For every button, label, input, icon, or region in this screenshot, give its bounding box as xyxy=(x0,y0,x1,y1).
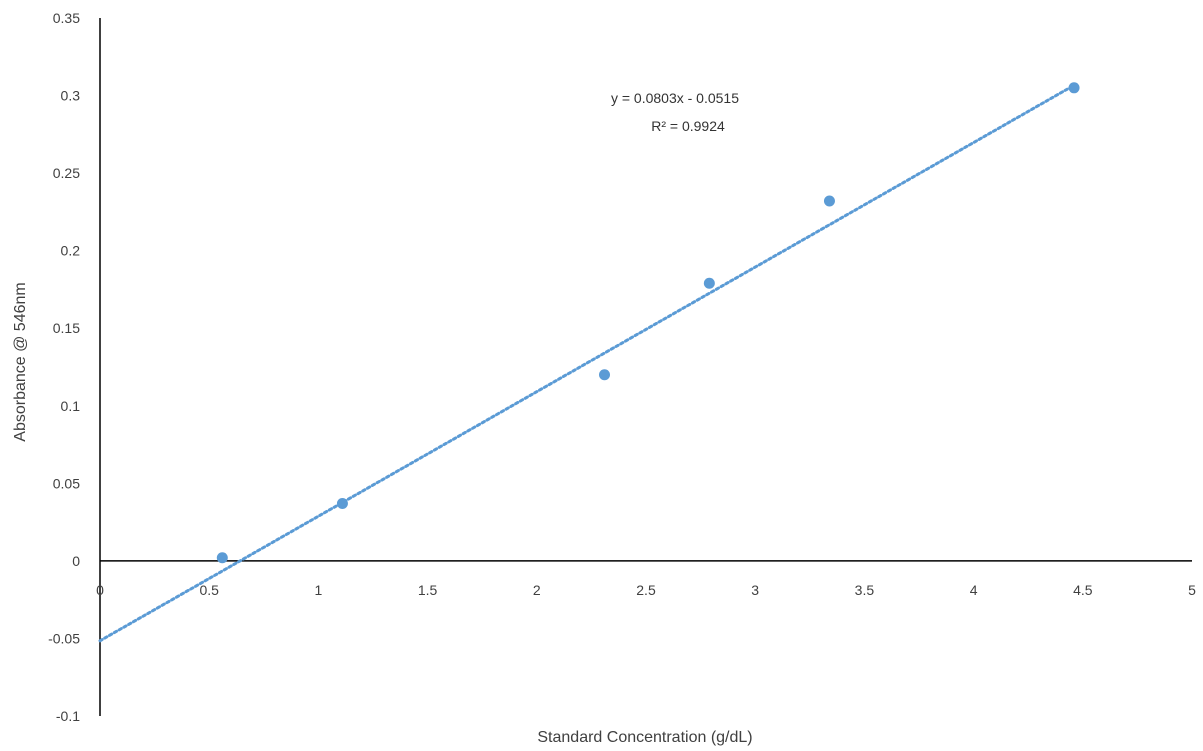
y-tick-label: 0.05 xyxy=(53,475,80,491)
x-tick-label: 2 xyxy=(533,582,541,598)
x-tick-label: 5 xyxy=(1188,582,1196,598)
data-point xyxy=(336,497,348,509)
data-point xyxy=(599,369,611,381)
y-axis: -0.1 -0.05 0 0.05 0.1 0.15 0.2 0.25 0.3 0.35 xyxy=(48,10,101,724)
x-tick-label: 0.5 xyxy=(199,582,219,598)
x-tick-label: 3.5 xyxy=(855,582,875,598)
y-tick-label: 0.15 xyxy=(53,320,80,336)
trendline-group xyxy=(98,83,1076,643)
y-tick-label: -0.05 xyxy=(48,630,80,646)
data-points xyxy=(216,82,1080,564)
x-axis: 0 0.5 1 1.5 2 2.5 3 3.5 4 4.5 5 xyxy=(96,560,1196,598)
data-point xyxy=(1068,82,1080,94)
y-tick-label: 0.3 xyxy=(61,88,81,104)
y-tick-label: 0.1 xyxy=(61,398,81,414)
y-tick-label: 0.25 xyxy=(53,165,80,181)
y-axis-title: Absorbance @ 546nm xyxy=(12,282,29,441)
x-tick-label: 0 xyxy=(96,582,104,598)
x-tick-label: 4 xyxy=(970,582,978,598)
x-tick-label: 1.5 xyxy=(418,582,438,598)
data-point xyxy=(823,195,835,207)
y-tick-label: 0 xyxy=(72,553,80,569)
y-tick-label: -0.1 xyxy=(56,708,80,724)
x-tick-label: 2.5 xyxy=(636,582,656,598)
data-point xyxy=(703,277,715,289)
data-point xyxy=(216,552,228,564)
x-tick-label: 3 xyxy=(751,582,759,598)
y-tick-label: 0.2 xyxy=(61,243,81,259)
trendline-equation: y = 0.0803x - 0.0515 xyxy=(611,90,739,106)
x-axis-title: Standard Concentration (g/dL) xyxy=(537,729,752,746)
trendline-r2: R² = 0.9924 xyxy=(651,118,725,134)
y-tick-label: 0.35 xyxy=(53,10,80,26)
x-tick-label: 1 xyxy=(315,582,323,598)
x-tick-label: 4.5 xyxy=(1073,582,1093,598)
trendline xyxy=(98,83,1076,643)
